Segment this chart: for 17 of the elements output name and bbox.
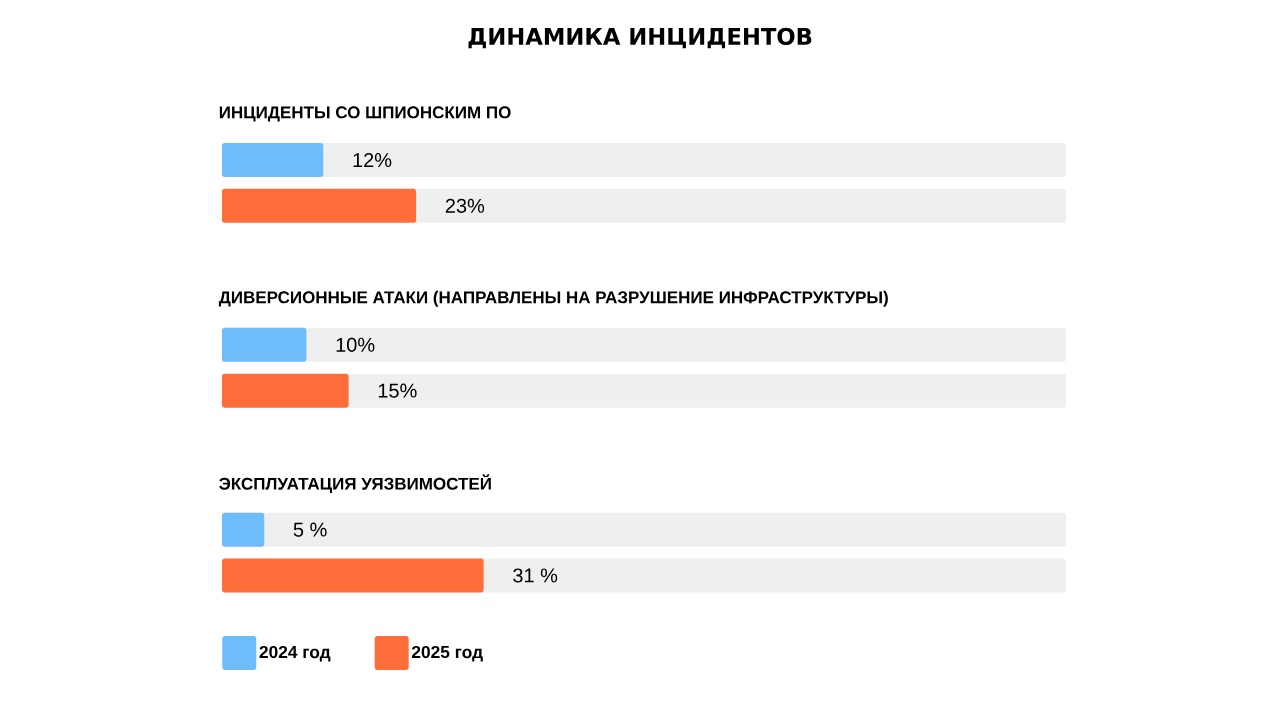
- bar: [222, 512, 265, 547]
- bar: [222, 373, 349, 408]
- bar: [222, 188, 417, 223]
- legend-label: 2024 год: [259, 645, 331, 662]
- legend-label: 2025 год: [411, 645, 483, 662]
- data-label: 5 %: [293, 522, 327, 537]
- y-tick-label: ЭКСПЛУАТАЦИЯ УЯЗВИМОСТЕЙ: [219, 474, 491, 493]
- data-label: 15%: [378, 383, 417, 398]
- data-label: 12%: [353, 152, 392, 168]
- data-label: 31 %: [513, 568, 558, 583]
- y-tick-label: ДИВЕРСИОННЫЕ АТАКИ (НАПРАВЛЕНЫ НА РАЗРУШЕНИЕ ИНФРАСТРУКТУРЫ): [218, 290, 888, 307]
- y-tick-label: ИНЦИДЕНТЫ СО ШПИОНСКИМ ПО: [219, 106, 511, 122]
- bar: [222, 142, 324, 177]
- chart-title: ДИНАМИКА ИНЦИДЕНТОВ: [468, 27, 812, 49]
- data-label: 23%: [445, 198, 485, 213]
- data-label: 10%: [336, 337, 375, 352]
- bar: [222, 327, 307, 362]
